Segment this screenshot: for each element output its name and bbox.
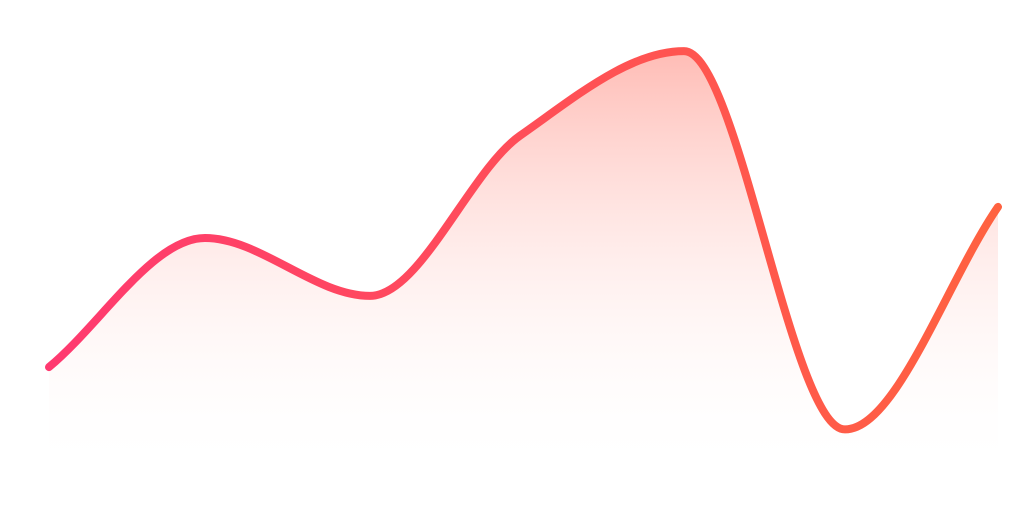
- series-line: [45, 47, 1002, 434]
- series-area-fill: [49, 51, 998, 466]
